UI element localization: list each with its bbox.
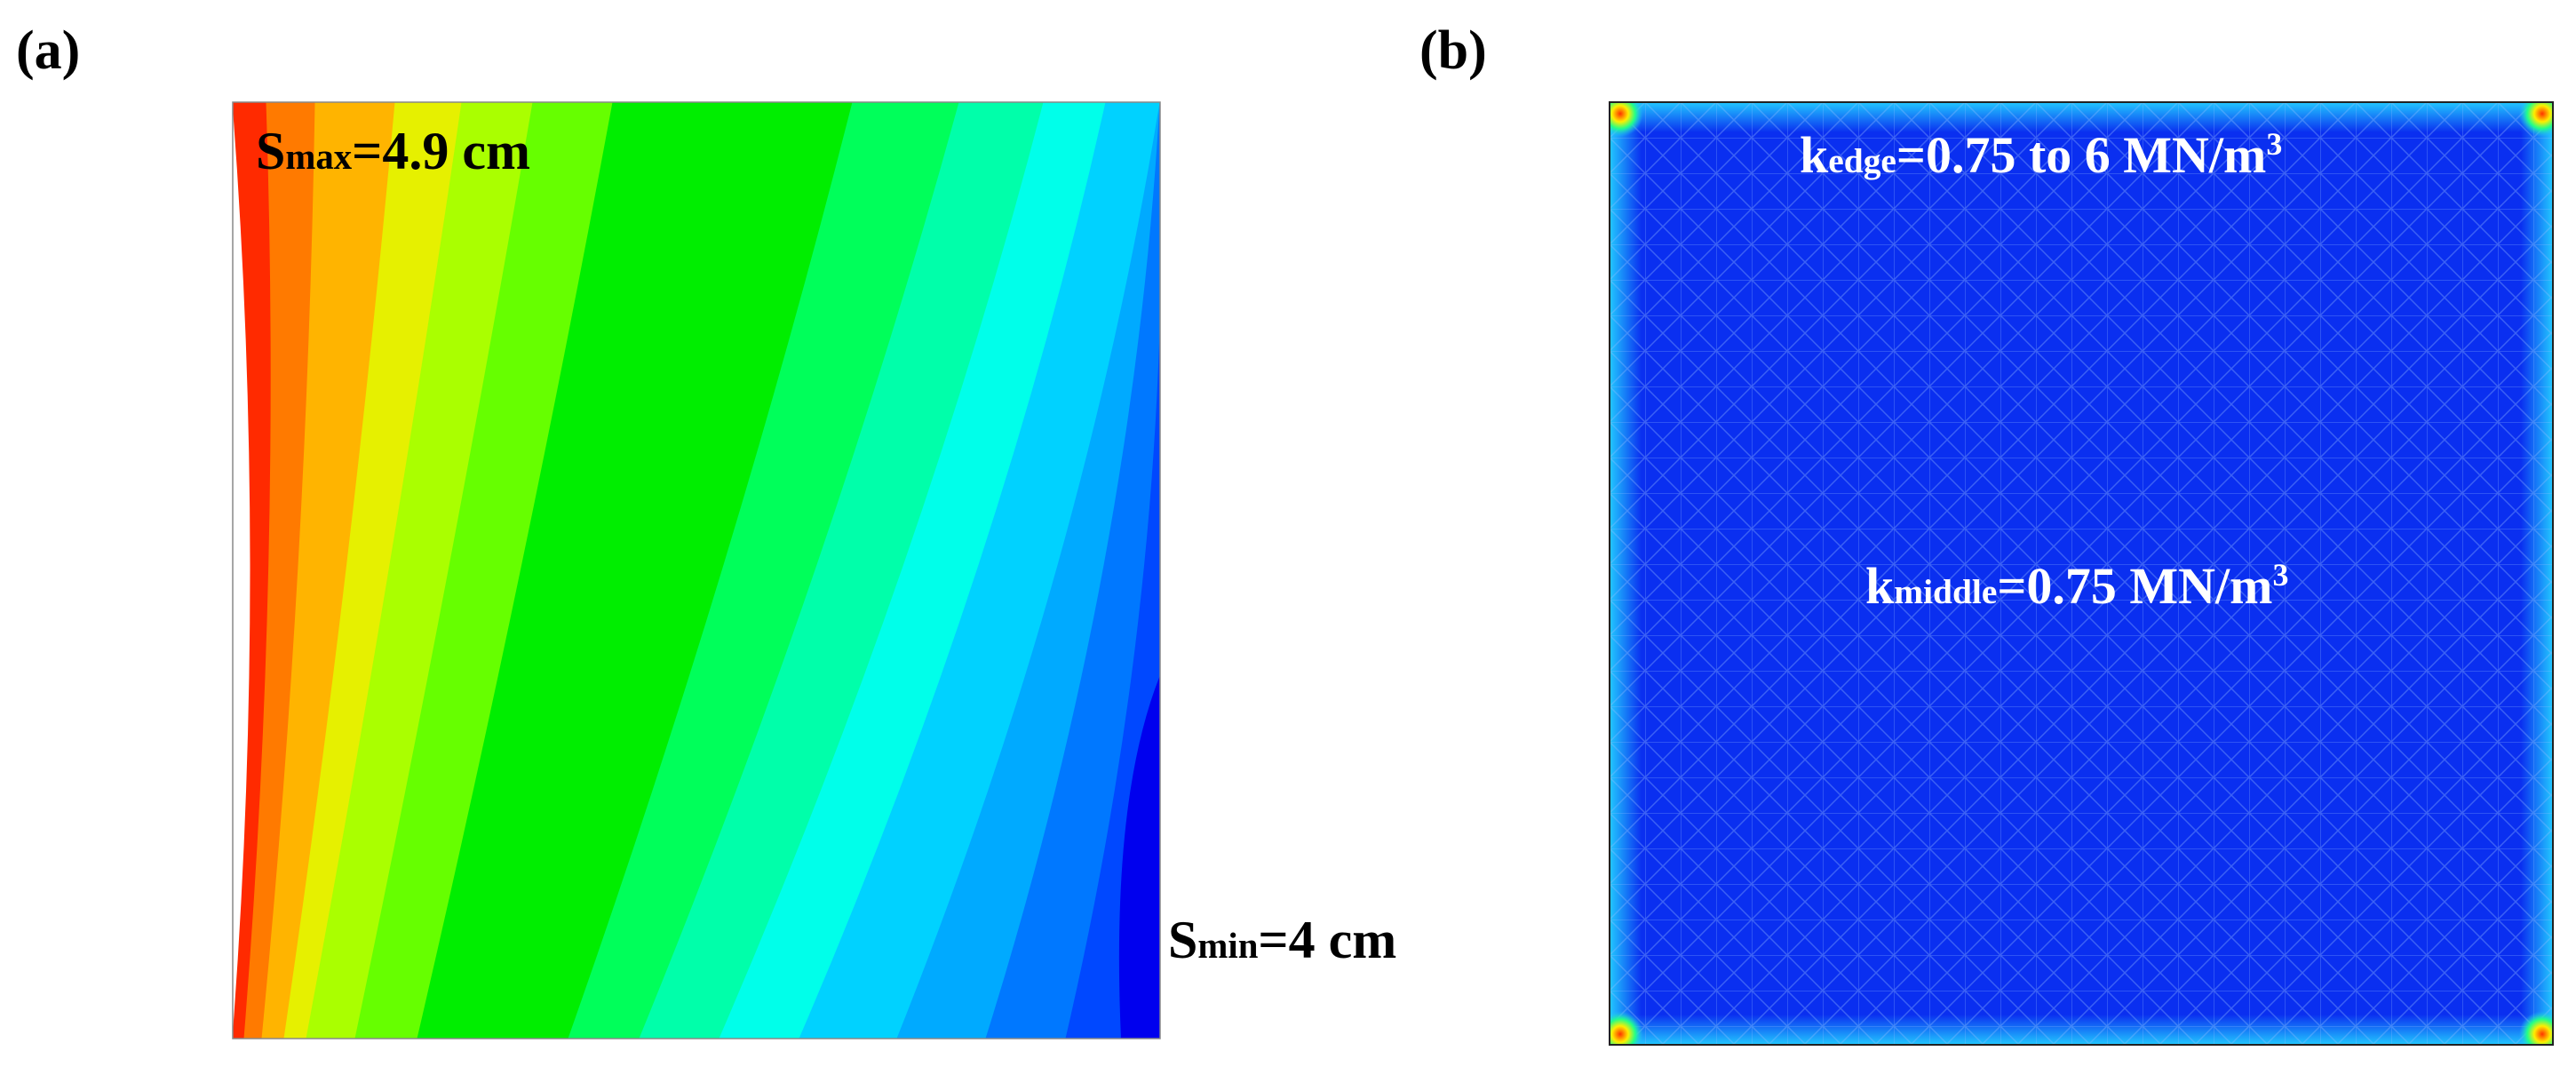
corner-hotspot-bottom-left	[1610, 1011, 1643, 1045]
finite-element-mesh	[1610, 102, 2553, 1045]
panel-a-label: (a)	[16, 20, 81, 81]
corner-hotspot-bottom-right	[2519, 1011, 2553, 1045]
min-settlement-label: Smin=4 cm	[1168, 911, 1397, 969]
subgrade-modulus-field	[1610, 102, 2553, 1045]
settlement-contour-bands	[233, 102, 1160, 1039]
panel-b-label: (b)	[1419, 20, 1487, 81]
edge-modulus-label: kedge=0.75 to 6 MN/m3	[1800, 125, 2283, 184]
panel-b-frame	[1609, 101, 2554, 1046]
corner-hotspot-top-left	[1610, 102, 1643, 137]
max-settlement-label: Smax=4.9 cm	[256, 122, 530, 180]
minimum-settlement-zone	[1118, 675, 1160, 1039]
corner-hotspot-top-right	[2519, 102, 2553, 137]
panel-a-frame	[232, 101, 1161, 1039]
middle-modulus-label: kmiddle=0.75 MN/m3	[1865, 556, 2289, 615]
